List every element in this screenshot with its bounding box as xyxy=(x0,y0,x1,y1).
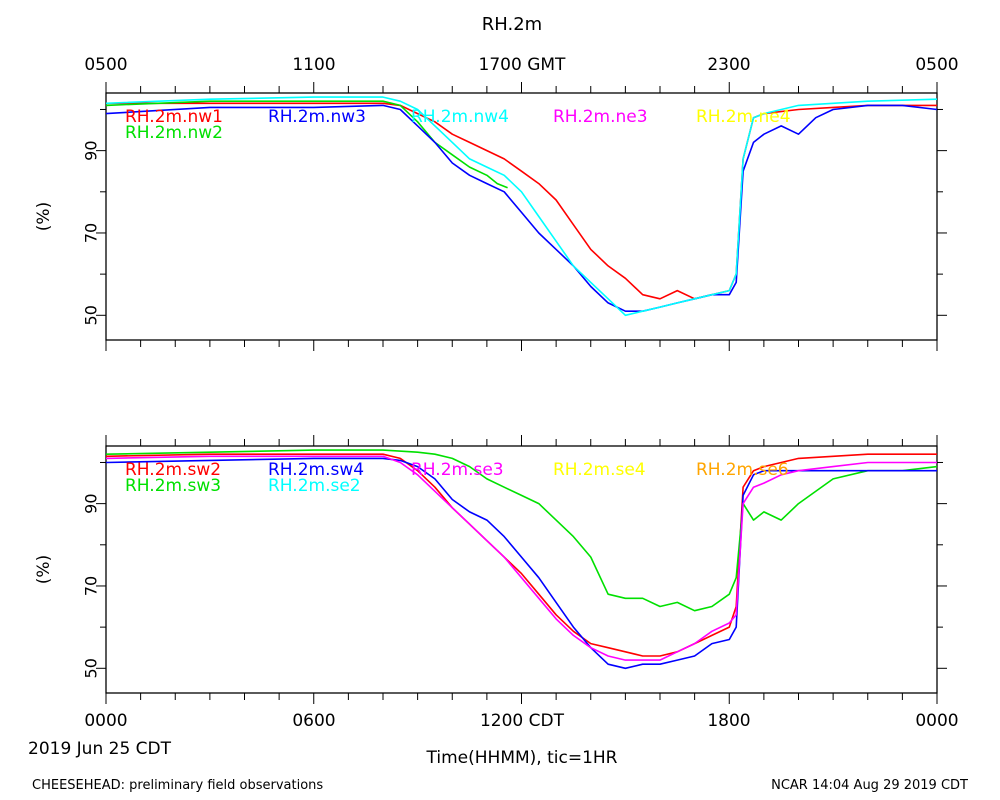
y-tick-label: 90 xyxy=(82,493,101,513)
y-tick-label: 90 xyxy=(82,140,101,160)
y-tick-label: 50 xyxy=(82,658,101,678)
legend-label: RH.2m.sw2 xyxy=(125,460,221,480)
legend-label: RH.2m.sw3 xyxy=(125,476,221,496)
series-line xyxy=(105,457,937,670)
series-line xyxy=(105,449,938,612)
legend-label: RH.2m.se4 xyxy=(553,460,646,480)
series-line xyxy=(105,453,937,657)
top-tick-label: 0500 xyxy=(84,55,127,75)
legend-label: RH.2m.sw4 xyxy=(268,460,364,480)
y-axis-label: (%) xyxy=(34,202,54,231)
y-tick-label: 70 xyxy=(82,576,101,596)
legend-label: RH.2m.nw3 xyxy=(268,107,366,127)
y-axis-label: (%) xyxy=(34,555,54,584)
bottom-tick-label: 0000 xyxy=(915,711,958,731)
series-line xyxy=(105,96,938,317)
legend-label: RH.2m.ne4 xyxy=(696,107,791,127)
plot-frame xyxy=(105,445,938,694)
series-line xyxy=(105,104,938,312)
series-line xyxy=(105,455,937,661)
top-tick-label: 1700 GMT xyxy=(479,55,567,75)
x-axis-label: Time(HHMM), tic=1HR xyxy=(426,748,618,768)
footer-left: CHEESEHEAD: preliminary field observatio… xyxy=(32,778,323,793)
date-label: 2019 Jun 25 CDT xyxy=(28,739,172,759)
bottom-tick-label: 1800 xyxy=(707,711,750,731)
top-tick-label: 0500 xyxy=(915,55,958,75)
y-tick-label: 50 xyxy=(82,305,101,325)
legend-label: RH.2m.nw4 xyxy=(411,107,509,127)
top-tick-label: 1100 xyxy=(292,55,335,75)
legend-label: RH.2m.se6 xyxy=(696,460,789,480)
plot-frame xyxy=(105,92,938,341)
footer-right: NCAR 14:04 Aug 29 2019 CDT xyxy=(771,778,968,793)
series-line xyxy=(106,102,937,300)
y-tick-label: 70 xyxy=(82,223,101,243)
legend-label: RH.2m.se3 xyxy=(411,460,504,480)
bottom-tick-label: 1200 CDT xyxy=(480,711,565,731)
series-line xyxy=(105,100,508,189)
legend-label: RH.2m.ne3 xyxy=(553,107,648,127)
bottom-tick-label: 0000 xyxy=(84,711,127,731)
rh-panel-south: 507090(%)RH.2m.sw2RH.2m.sw3RH.2m.sw4RH.2… xyxy=(34,435,947,704)
legend-label: RH.2m.nw2 xyxy=(125,123,223,143)
bottom-tick-label: 0600 xyxy=(292,711,335,731)
top-tick-label: 2300 xyxy=(707,55,750,75)
legend-label: RH.2m.nw1 xyxy=(125,107,223,127)
chart-title: RH.2m xyxy=(482,14,542,35)
legend-label: RH.2m.se2 xyxy=(268,476,361,496)
